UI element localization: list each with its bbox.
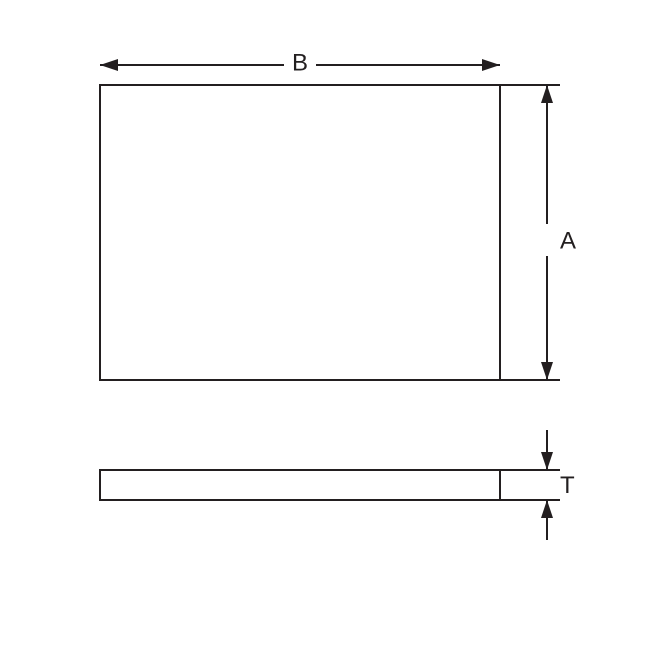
- dimension-t: T: [500, 430, 575, 540]
- plate-top-view: [100, 85, 500, 380]
- dimension-a-label: A: [560, 227, 576, 254]
- dimension-t-label: T: [560, 472, 575, 499]
- arrow-down-icon: [541, 362, 553, 380]
- shim-dimension-diagram: B A T: [0, 0, 670, 670]
- dimension-b-label: B: [292, 50, 308, 77]
- arrow-right-icon: [482, 59, 500, 71]
- arrow-up-icon: [541, 85, 553, 103]
- arrow-up-icon: [541, 500, 553, 518]
- dimension-b: B: [100, 50, 500, 77]
- arrow-down-icon: [541, 452, 553, 470]
- arrow-left-icon: [100, 59, 118, 71]
- dimension-a: A: [500, 85, 576, 380]
- plate-side-view: [100, 470, 500, 500]
